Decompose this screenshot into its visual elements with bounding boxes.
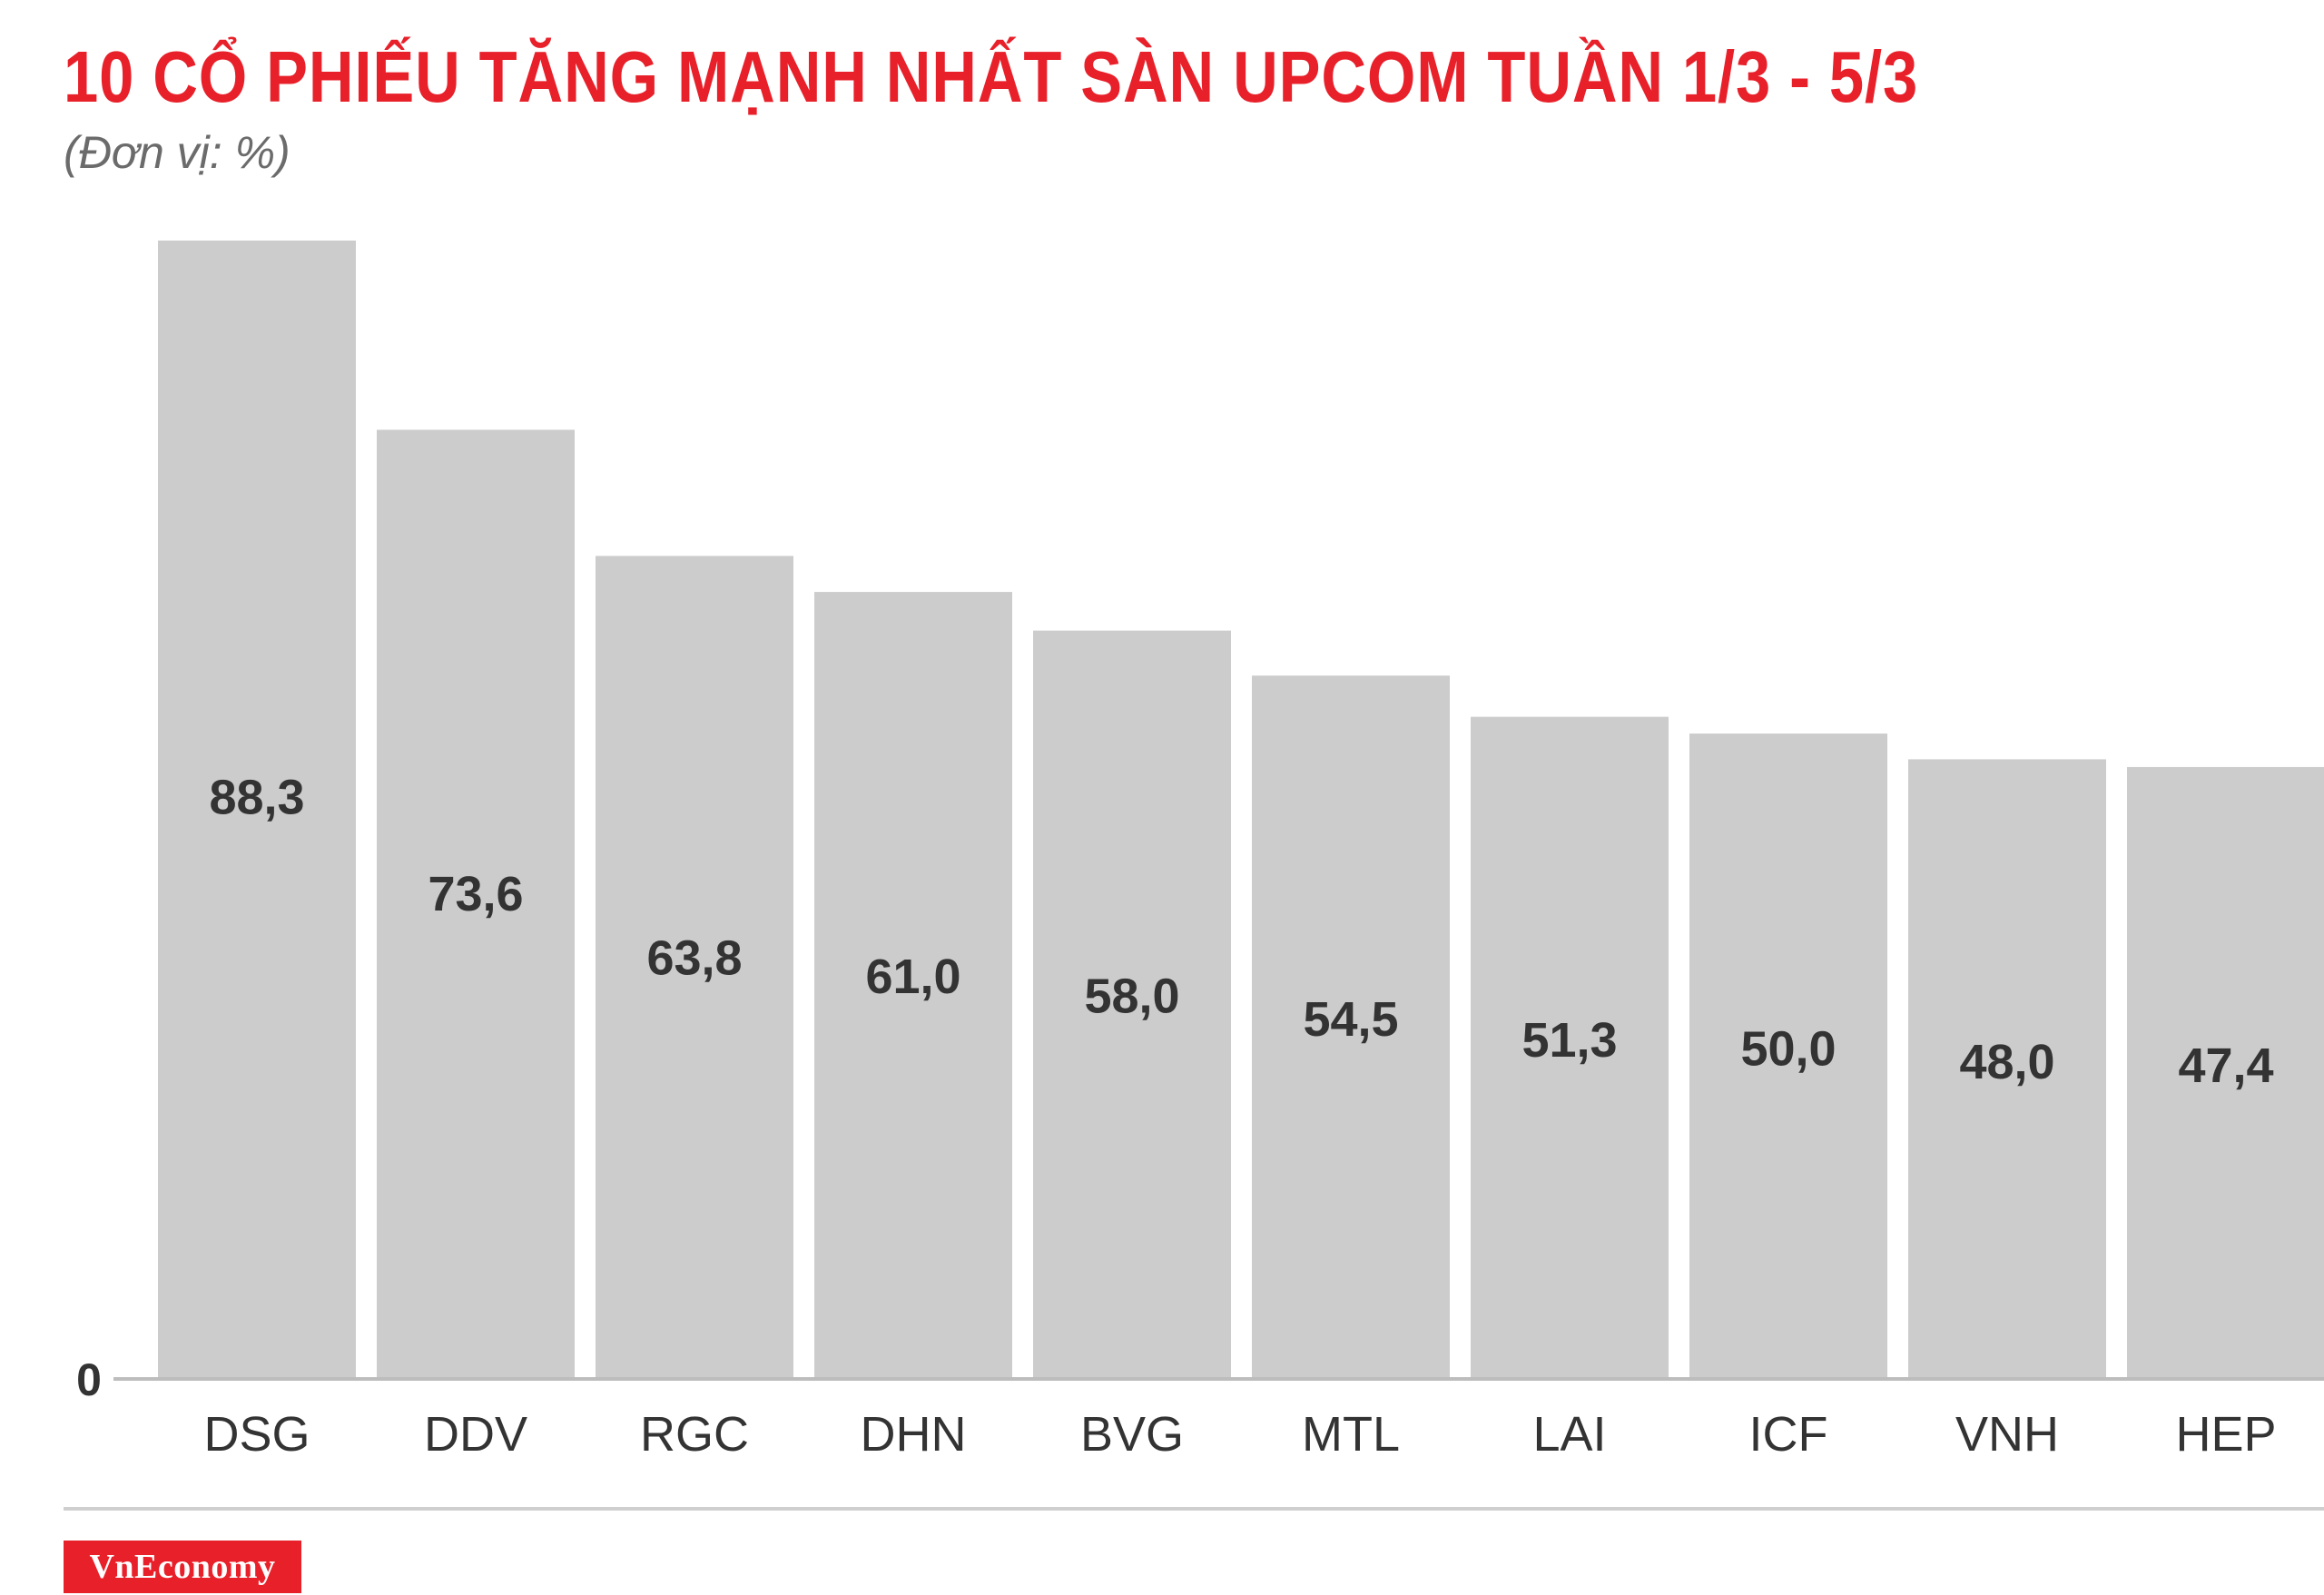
x-tick-label-ddv: DDV: [424, 1407, 527, 1462]
bar-dhn: [814, 592, 1012, 1377]
x-tick-label-vnh: VNH: [1955, 1407, 2059, 1462]
bar-icf: [1689, 734, 1887, 1377]
value-label-mtl: 54,5: [1303, 992, 1398, 1047]
value-label-icf: 50,0: [1740, 1021, 1836, 1076]
bar-hep: [2127, 766, 2324, 1377]
value-label-lai: 51,3: [1521, 1013, 1617, 1068]
bar-vnh: [1908, 759, 2106, 1377]
vneconomy-logo: VnEconomy: [64, 1541, 301, 1593]
bar-mtl: [1252, 675, 1450, 1377]
x-tick-label-lai: LAI: [1532, 1407, 1606, 1462]
bar-dsg: [158, 241, 356, 1377]
value-label-dhn: 61,0: [865, 950, 960, 1004]
value-label-ddv: 73,6: [428, 867, 523, 921]
value-label-rgc: 63,8: [646, 931, 742, 986]
value-labels-group: 88,3 73,6 63,8 61,0 58,0 54,5 51,3 50,0 48,0 47,4: [209, 770, 2273, 1093]
bar-ddv: [377, 429, 575, 1377]
bar-bvg: [1033, 630, 1231, 1377]
y-axis-zero-label: 0: [76, 1354, 102, 1405]
x-tick-label-rgc: RGC: [640, 1407, 749, 1462]
bar-chart: 88,3 73,6 63,8 61,0 58,0 54,5 51,3 50,0 48,0 47,4…: [76, 241, 2324, 1462]
value-label-bvg: 58,0: [1084, 970, 1179, 1024]
x-tick-label-icf: ICF: [1749, 1407, 1828, 1462]
chart-title: 10 CỔ PHIẾU TĂNG MẠNH NHẤT SÀN UPCOM TUẦ…: [64, 36, 1919, 117]
value-label-hep: 47,4: [2178, 1039, 2273, 1093]
x-tick-label-hep: HEP: [2175, 1407, 2276, 1462]
value-label-dsg: 88,3: [209, 770, 304, 824]
x-tick-label-dsg: DSG: [203, 1407, 310, 1462]
bar-lai: [1471, 716, 1669, 1377]
value-label-vnh: 48,0: [1959, 1035, 2054, 1089]
x-tick-label-mtl: MTL: [1302, 1407, 1400, 1462]
footer-divider: [64, 1507, 2324, 1511]
x-tick-label-bvg: BVG: [1080, 1407, 1184, 1462]
unit-subtitle: (Đơn vị: %): [64, 127, 290, 178]
x-tick-labels-group: DSG DDV RGC DHN BVG MTL LAI ICF VNH HEP: [203, 1407, 2276, 1462]
x-tick-label-dhn: DHN: [861, 1407, 967, 1462]
bars-group: [158, 241, 2324, 1377]
bar-rgc: [596, 556, 793, 1377]
